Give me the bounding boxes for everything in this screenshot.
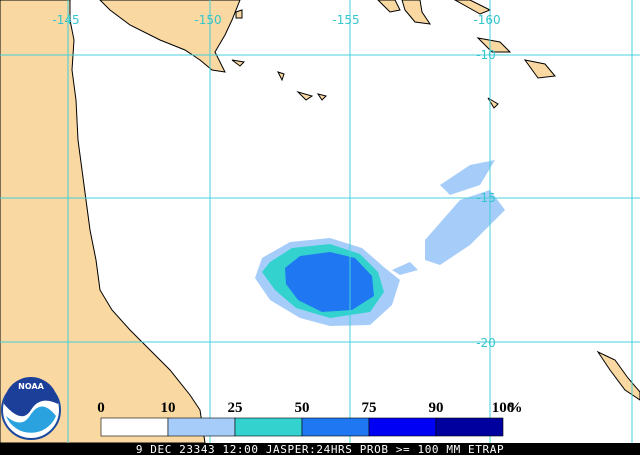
logo-text: NOAA <box>18 382 44 391</box>
land-australia <box>0 0 206 444</box>
legend-label: 25 <box>228 400 243 416</box>
lat-label: -20 <box>476 336 496 350</box>
land-solomons <box>523 59 556 79</box>
legend-swatch <box>100 417 169 437</box>
legend-unit: % <box>508 400 523 416</box>
legend-label: 75 <box>362 400 377 416</box>
land-solomons <box>377 0 401 13</box>
prob-50 <box>285 252 374 312</box>
lon-label: -150 <box>194 13 221 27</box>
land-solomons <box>476 37 512 53</box>
footer-text: 9 DEC 23343 12:00 JASPER:24HRS PROB >= 1… <box>136 443 504 455</box>
land-island <box>235 9 243 19</box>
land-island <box>316 93 327 101</box>
legend-swatch <box>301 417 370 437</box>
graticule <box>0 0 640 443</box>
lat-label: -10 <box>476 48 496 62</box>
land-island <box>231 59 246 67</box>
land-island <box>296 90 314 101</box>
legend-swatch <box>234 417 303 437</box>
logo-sky <box>4 377 58 417</box>
land-island <box>277 71 285 82</box>
lon-label: -145 <box>52 13 79 27</box>
lon-label: -160 <box>473 13 500 27</box>
legend-label: 100 <box>492 400 515 416</box>
legend-swatch <box>368 417 437 437</box>
land-solomons <box>401 0 432 25</box>
noaa-logo: NOAA <box>1 377 61 440</box>
lon-label: -155 <box>332 13 359 27</box>
legend-label: 0 <box>97 400 105 416</box>
legend-swatch <box>167 417 236 437</box>
legend-swatch <box>435 417 504 437</box>
legend-label: 10 <box>161 400 176 416</box>
legend-label: 90 <box>429 400 444 416</box>
land-vanuatu <box>596 350 640 401</box>
lat-label: -15 <box>476 191 496 205</box>
footer-bar <box>0 443 640 455</box>
logo-sea <box>6 406 56 433</box>
legend: 0 10 25 50 75 90 100% <box>97 400 523 437</box>
land-png <box>99 0 241 73</box>
legend-label: 50 <box>295 400 310 416</box>
